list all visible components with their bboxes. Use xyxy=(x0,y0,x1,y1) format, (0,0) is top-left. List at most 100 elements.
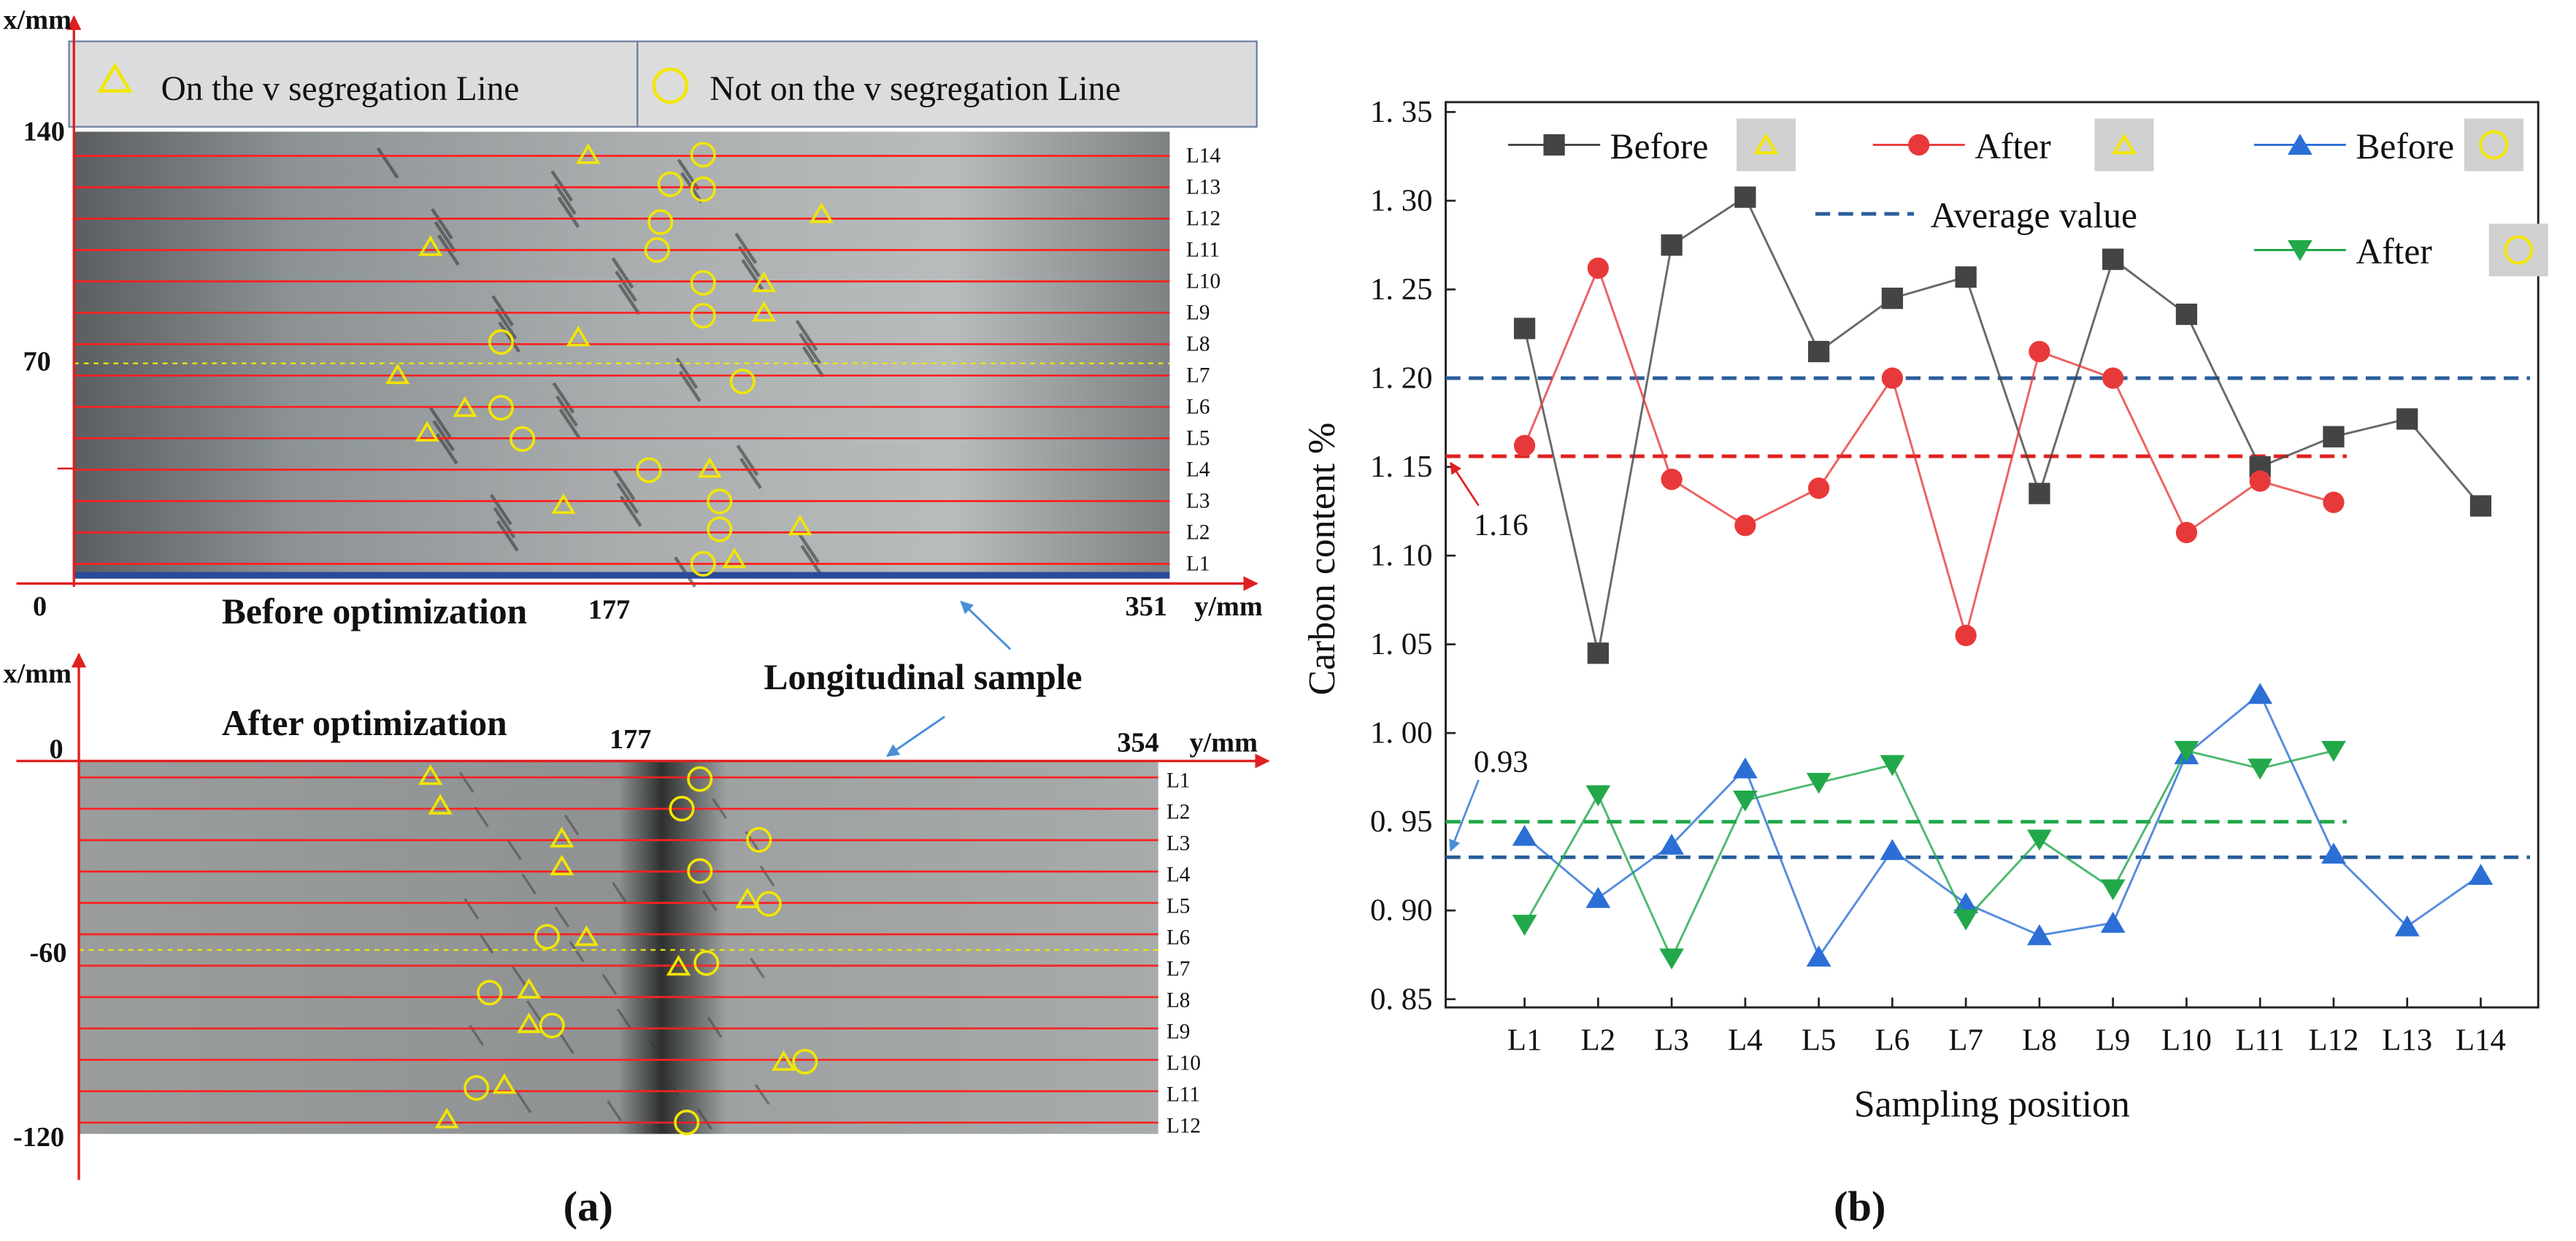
data-point xyxy=(2175,521,2198,544)
sample-circle xyxy=(746,826,772,853)
x-tick-label: L6 xyxy=(1875,1023,1910,1058)
data-point xyxy=(1808,477,1830,499)
legend-label: Before xyxy=(2356,126,2454,166)
sample-circle xyxy=(510,426,536,452)
segregation-streak xyxy=(458,772,474,794)
data-point xyxy=(2249,470,2271,492)
data-point xyxy=(2321,740,2346,762)
segregation-streak xyxy=(734,232,758,264)
sample-triangle xyxy=(722,547,747,569)
segregation-streak xyxy=(490,493,512,526)
tick-label: 0 xyxy=(33,591,47,622)
data-point xyxy=(1585,785,1611,807)
sample-circle xyxy=(690,302,716,329)
x-tick-label: L8 xyxy=(2022,1023,2057,1058)
data-point xyxy=(1659,834,1684,855)
x-tick-label: L5 xyxy=(1802,1023,1836,1058)
photo-title: After optimization xyxy=(222,703,507,743)
legend-marker xyxy=(1543,134,1565,156)
sample-circle xyxy=(707,488,733,515)
sample-triangle xyxy=(574,925,599,946)
segregation-streak xyxy=(616,482,639,514)
y-tick-label: 1. 10 xyxy=(1370,539,1433,573)
x-axis-title: Sampling position xyxy=(1854,1083,2130,1125)
line-label: L12 xyxy=(1166,1114,1201,1137)
sample-circle xyxy=(792,1048,818,1075)
data-point xyxy=(1512,915,1537,936)
segregation-streak xyxy=(491,295,515,327)
line-label: L6 xyxy=(1186,395,1210,418)
segregation-streak xyxy=(569,941,585,962)
sample-triangle xyxy=(453,396,477,418)
x-tick-label: L10 xyxy=(2161,1023,2212,1058)
y-tick-label: 1. 30 xyxy=(1370,183,1433,218)
segregation-streak xyxy=(474,806,489,828)
sample-photo xyxy=(79,761,1158,1134)
tick-label: 177 xyxy=(588,594,630,625)
segregation-streak xyxy=(607,1100,623,1122)
legend-symbol xyxy=(1753,133,1779,155)
segregation-streak xyxy=(554,906,570,928)
reference-label: 1.16 xyxy=(1474,508,1529,542)
y-tick-label: 1. 00 xyxy=(1370,716,1433,750)
data-point xyxy=(2100,912,2126,933)
segregation-streak xyxy=(801,346,825,378)
line-label: L14 xyxy=(1186,145,1220,168)
sample-circle xyxy=(534,923,561,950)
data-point xyxy=(2027,924,2052,945)
sample-circle xyxy=(669,796,695,822)
legend-symbol xyxy=(2479,130,2509,160)
tick-label: -60 xyxy=(30,938,67,969)
segregation-streak xyxy=(559,1033,574,1054)
x-tick-label: L11 xyxy=(2236,1023,2285,1058)
segregation-streak xyxy=(615,270,637,302)
segregation-streak xyxy=(701,890,718,912)
segregation-streak xyxy=(376,147,399,179)
y-tick-label: 1. 20 xyxy=(1370,361,1433,396)
y-tick-label: 0. 90 xyxy=(1370,894,1433,928)
note: Longitudinal sample xyxy=(764,657,1083,697)
line-label: L2 xyxy=(1166,800,1191,823)
y-tick-label: 1. 15 xyxy=(1370,450,1433,484)
segregation-streak xyxy=(564,814,580,836)
segregation-streak xyxy=(498,321,521,353)
data-point xyxy=(2469,495,2492,517)
sample-triangle xyxy=(517,977,542,999)
photo-edge xyxy=(74,572,1170,579)
sample-circle xyxy=(729,368,756,395)
legend-text: On the v segregation Line xyxy=(161,70,520,108)
segregation-streak xyxy=(754,1083,770,1105)
y-tick-label: 1. 05 xyxy=(1370,627,1433,661)
line-label: L4 xyxy=(1186,458,1210,481)
data-point xyxy=(1513,318,1536,339)
legend-marker xyxy=(2288,134,2312,155)
segregation-streak xyxy=(611,257,634,289)
y-tick-label: 1. 35 xyxy=(1370,95,1433,129)
legend-label: Average value xyxy=(1930,196,2137,236)
segregation-streak xyxy=(558,408,582,440)
line-label: L2 xyxy=(1186,520,1210,544)
y-tick-label: 0. 85 xyxy=(1370,982,1433,1016)
segregation-streak xyxy=(434,220,457,253)
x-tick-label: L13 xyxy=(2382,1023,2432,1058)
line-label: L1 xyxy=(1166,769,1191,792)
segregation-streak xyxy=(796,531,820,564)
sample-triangle xyxy=(434,1107,459,1129)
data-point xyxy=(1881,367,1904,389)
sample-circle xyxy=(488,328,514,356)
segregation-streak xyxy=(526,1000,542,1021)
segregation-streak xyxy=(511,965,527,987)
line-label: L7 xyxy=(1166,957,1191,980)
line-label: L10 xyxy=(1166,1051,1201,1075)
data-point xyxy=(1732,757,1758,779)
x-tick-label: L9 xyxy=(2096,1023,2131,1058)
legend-label: After xyxy=(1975,126,2051,166)
legend-symbol xyxy=(2504,235,2534,265)
legend-symbol-box xyxy=(2464,118,2523,172)
legend-text: Not on the v segregation Line xyxy=(710,70,1120,108)
line-label: L9 xyxy=(1166,1020,1191,1043)
note-arrow xyxy=(960,600,1012,650)
axis-label: y/mm xyxy=(1194,591,1263,622)
legend-marker xyxy=(2288,239,2312,261)
